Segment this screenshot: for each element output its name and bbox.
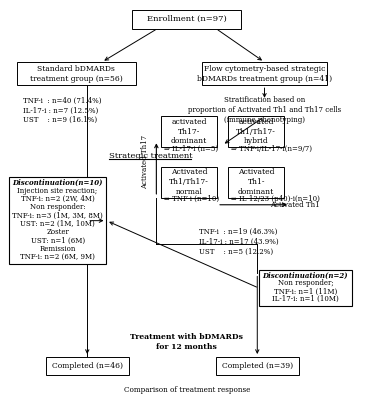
Text: TNF-i: n=3 (1M, 3M, 8M): TNF-i: n=3 (1M, 3M, 8M) bbox=[12, 212, 103, 220]
Text: Strategic treatment: Strategic treatment bbox=[109, 152, 193, 160]
Text: ⇒ IL-17-i (n=5): ⇒ IL-17-i (n=5) bbox=[163, 145, 218, 153]
Text: TNF-i: n=1 (11M): TNF-i: n=1 (11M) bbox=[274, 287, 337, 295]
Text: IL-17-i: n=1 (10M): IL-17-i: n=1 (10M) bbox=[272, 295, 339, 303]
Text: ⇒ TNF-i (n=10): ⇒ TNF-i (n=10) bbox=[163, 195, 219, 203]
Text: TNF-i  : n=40 (71.4%)
IL-17-i : n=7 (12.5%)
UST    : n=9 (16.1%): TNF-i : n=40 (71.4%) IL-17-i : n=7 (12.5… bbox=[23, 97, 102, 124]
Text: UST: n=2 (1M, 10M): UST: n=2 (1M, 10M) bbox=[20, 220, 95, 228]
Text: TNF-i: n=2 (2W, 4M): TNF-i: n=2 (2W, 4M) bbox=[21, 195, 94, 203]
Text: Remission: Remission bbox=[39, 245, 76, 253]
Text: Standard bDMARDs
treatment group (n=56): Standard bDMARDs treatment group (n=56) bbox=[30, 65, 123, 82]
Text: Flow cytometry-based strategic
bDMARDs treatment group (n=41): Flow cytometry-based strategic bDMARDs t… bbox=[197, 65, 332, 82]
Text: activated
Th17-
dominant: activated Th17- dominant bbox=[171, 118, 207, 146]
Text: Completed (n=46): Completed (n=46) bbox=[52, 362, 123, 370]
Text: Discontinuation(n=10): Discontinuation(n=10) bbox=[12, 179, 103, 187]
FancyBboxPatch shape bbox=[215, 357, 299, 375]
FancyBboxPatch shape bbox=[132, 10, 241, 29]
Text: UST: n=1 (6M): UST: n=1 (6M) bbox=[31, 236, 85, 244]
Text: ⇒ TNF-i/IL-17-i(n=9/7): ⇒ TNF-i/IL-17-i(n=9/7) bbox=[231, 145, 312, 153]
FancyBboxPatch shape bbox=[9, 177, 106, 264]
FancyBboxPatch shape bbox=[228, 116, 284, 147]
FancyBboxPatch shape bbox=[228, 167, 284, 198]
Text: Enrollment (n=97): Enrollment (n=97) bbox=[147, 15, 227, 23]
Text: Non responder:: Non responder: bbox=[30, 204, 86, 212]
Text: ⇒ IL-12/23 (p40)-i(n=10): ⇒ IL-12/23 (p40)-i(n=10) bbox=[231, 195, 320, 203]
FancyBboxPatch shape bbox=[46, 357, 129, 375]
Text: TNF-i: n=2 (6M, 9M): TNF-i: n=2 (6M, 9M) bbox=[20, 253, 95, 261]
Text: Comparison of treatment response: Comparison of treatment response bbox=[124, 386, 250, 394]
Text: Treatment with bDMARDs
for 12 months: Treatment with bDMARDs for 12 months bbox=[130, 333, 243, 351]
Text: Activated
Th1/Th17-
normal: Activated Th1/Th17- normal bbox=[169, 168, 209, 196]
Text: Activated
Th1-
dominant: Activated Th1- dominant bbox=[238, 168, 275, 196]
Text: TNF-i  : n=19 (46.3%)
IL-17-i : n=17 (43.9%)
UST    : n=5 (12.2%): TNF-i : n=19 (46.3%) IL-17-i : n=17 (43.… bbox=[199, 228, 279, 256]
Text: Activated Th1: Activated Th1 bbox=[270, 201, 320, 209]
Text: Non responder;: Non responder; bbox=[277, 280, 333, 288]
Text: Activated Th17: Activated Th17 bbox=[141, 135, 149, 189]
FancyBboxPatch shape bbox=[161, 167, 217, 198]
FancyBboxPatch shape bbox=[17, 62, 136, 85]
FancyBboxPatch shape bbox=[161, 116, 217, 147]
Text: activated
Th1/Th17-
hybrid: activated Th1/Th17- hybrid bbox=[236, 118, 276, 146]
Text: Injection site reaction;: Injection site reaction; bbox=[17, 187, 98, 195]
Text: Zoster: Zoster bbox=[46, 228, 69, 236]
Text: Stratification based on
proportion of Activated Th1 and Th17 cells
(immune pheno: Stratification based on proportion of Ac… bbox=[188, 96, 341, 124]
FancyBboxPatch shape bbox=[202, 62, 327, 85]
Text: Completed (n=39): Completed (n=39) bbox=[222, 362, 293, 370]
FancyBboxPatch shape bbox=[259, 270, 352, 306]
Text: Discontinuation(n=2): Discontinuation(n=2) bbox=[263, 272, 348, 280]
